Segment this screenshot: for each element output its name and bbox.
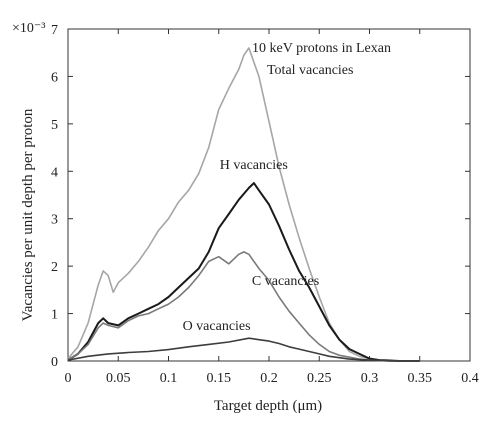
y-tick-label: 7: [51, 23, 58, 38]
annotation-h-vacancies: H vacancies: [220, 158, 288, 173]
x-tick-label: 0.25: [307, 371, 332, 386]
y-tick-label: 5: [51, 118, 58, 133]
series-line-total-vacancies: [67, 47, 420, 362]
y-tick-label: 4: [51, 165, 58, 180]
x-tick-label: 0.3: [361, 371, 379, 386]
y-tick-label: 0: [51, 355, 58, 370]
annotation-c-vacancies: C vacancies: [252, 274, 319, 289]
x-tick-label: 0.4: [461, 371, 479, 386]
x-tick-label: 0.05: [106, 371, 131, 386]
y-tick-label: 6: [51, 70, 58, 85]
series-line-h-vacancies: [67, 182, 420, 362]
series-line-c-vacancies: [67, 251, 420, 362]
annotation-layer: Total vacancies H vacancies C vacancies O v…: [183, 63, 354, 334]
y-tick-label: 2: [51, 260, 58, 275]
x-axis-label: Target depth (μm): [214, 398, 322, 414]
chart-title: 10 keV protons in Lexan: [252, 41, 391, 56]
x-tick-label: 0.2: [260, 371, 278, 386]
x-tick-label: 0.15: [207, 371, 232, 386]
series-layer: [67, 47, 420, 362]
y-tick-label: 1: [51, 308, 58, 323]
x-tick-label: 0.35: [408, 371, 433, 386]
annotation-total-vacancies: Total vacancies: [267, 63, 353, 78]
y-axis-label: Vacancies per unit depth per proton: [20, 108, 36, 321]
annotation-o-vacancies: O vacancies: [183, 319, 251, 334]
x-tick-label: 0: [65, 371, 72, 386]
y-multiplier: ×10⁻³: [12, 21, 45, 36]
axes: 0 0.05 0.1 0.15 0.2 0.25 0.3 0.35 0.4 0 1 2 3 4 5 6 7: [51, 23, 479, 386]
series-line-o-vacancies: [67, 337, 420, 362]
x-tick-label: 0.1: [160, 371, 178, 386]
y-tick-label: 3: [51, 213, 58, 228]
plot-frame: [67, 28, 471, 362]
